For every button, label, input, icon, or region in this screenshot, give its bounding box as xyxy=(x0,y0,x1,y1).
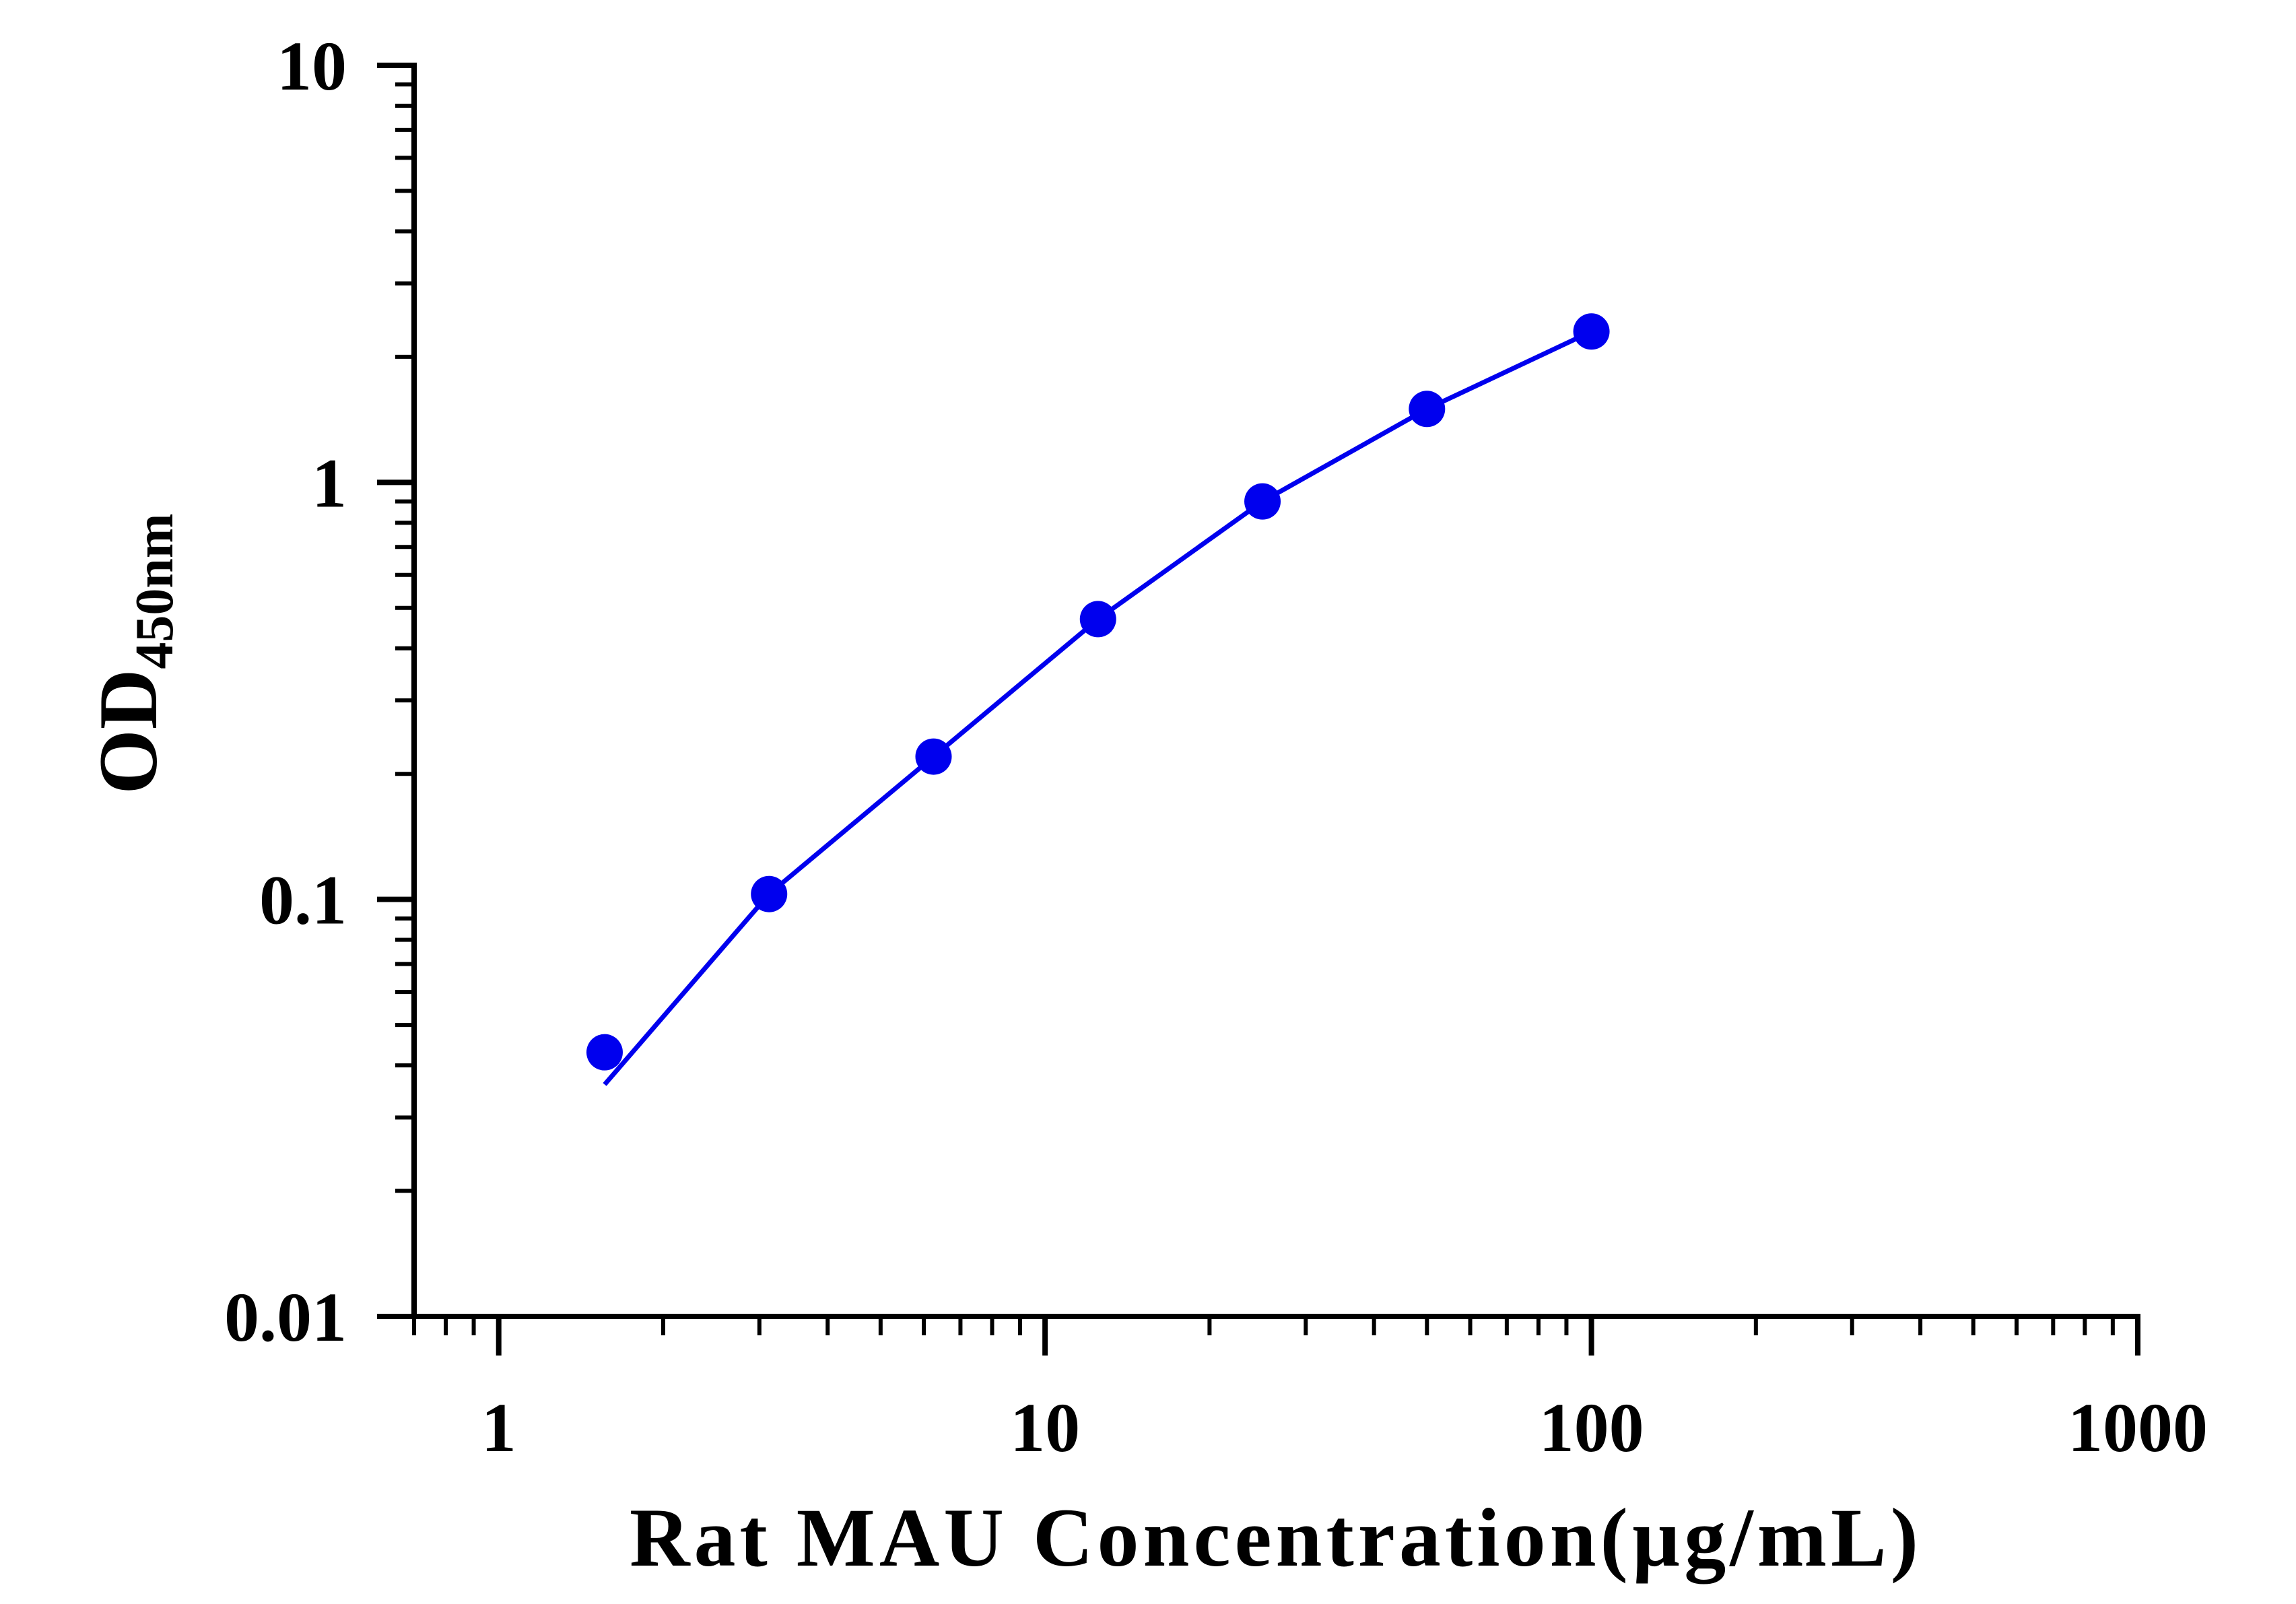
y-axis-title-main: OD xyxy=(82,669,174,795)
data-point xyxy=(1409,391,1446,428)
plot-area xyxy=(586,313,1610,1086)
x-tick-label: 1 xyxy=(481,1389,516,1467)
x-axis-title: Rat MAU Concentration(µg/mL) xyxy=(630,1492,1922,1584)
x-tick-label: 100 xyxy=(1539,1389,1644,1467)
data-point xyxy=(751,875,788,912)
data-point xyxy=(586,1034,623,1071)
y-axis-title-subscript: 450nm xyxy=(125,513,184,669)
data-point xyxy=(1573,313,1610,350)
y-tick-label: 10 xyxy=(277,28,347,105)
x-tick-label: 1000 xyxy=(2068,1389,2208,1467)
fit-curve xyxy=(603,329,1593,1086)
axes: 0.01 0.1 1 10 1 10 100 1000 xyxy=(224,28,2208,1467)
data-point xyxy=(1079,601,1116,638)
y-tick-label: 1 xyxy=(312,444,347,522)
y-tick-label: 0.1 xyxy=(259,862,347,939)
data-points xyxy=(586,313,1610,1071)
x-tick-label: 10 xyxy=(1010,1389,1080,1467)
y-axis-ticks: 0.01 0.1 1 10 xyxy=(224,28,414,1356)
y-tick-label: 0.01 xyxy=(224,1279,347,1356)
x-axis-ticks: 1 10 100 1000 xyxy=(412,1316,2208,1467)
data-point xyxy=(915,738,952,775)
y-axis-title: OD450nm xyxy=(82,513,184,794)
data-point xyxy=(1244,483,1281,520)
